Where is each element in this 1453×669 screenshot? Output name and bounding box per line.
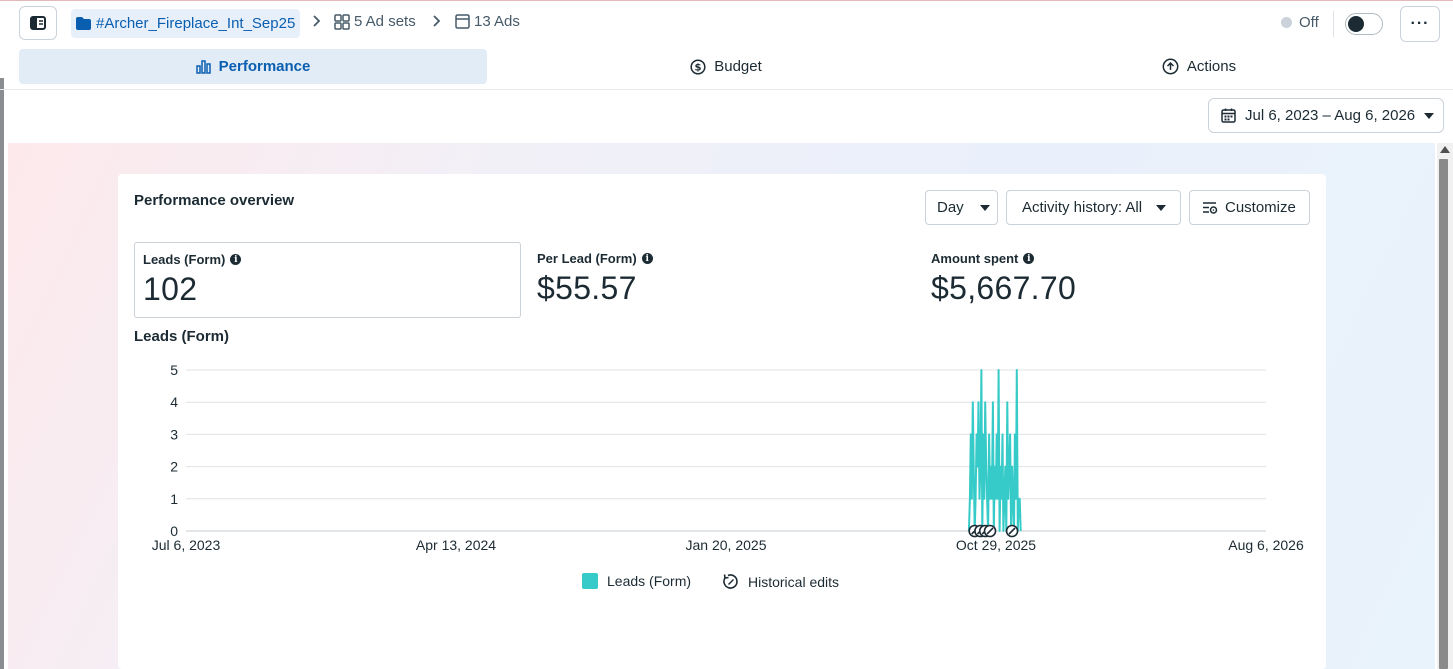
calendar-icon <box>1221 108 1236 123</box>
tab-actions-label: Actions <box>1186 58 1237 75</box>
historical-edit-marker[interactable] <box>1005 524 1019 538</box>
breadcrumb-ads[interactable]: 13 Ads <box>455 13 520 30</box>
y-tick-label: 5 <box>170 362 178 378</box>
toggle-knob <box>1348 16 1364 32</box>
chart-title: Leads (Form) <box>134 328 230 345</box>
arrow-up-circle-icon <box>1162 58 1179 75</box>
info-icon[interactable]: i <box>1023 253 1035 264</box>
metric-label: Amount spent <box>931 251 1019 266</box>
legend-label: Historical edits <box>748 573 840 590</box>
card-title: Performance overview <box>134 192 295 209</box>
activity-history-dropdown[interactable]: Activity history: All <box>1006 190 1181 225</box>
svg-text:$: $ <box>695 62 702 73</box>
status-label: Off <box>1299 14 1319 31</box>
history-edit-icon <box>723 574 738 589</box>
metric-value: 102 <box>143 271 198 307</box>
bar-chart-icon <box>195 59 211 74</box>
y-tick-label: 2 <box>170 459 178 475</box>
sliders-icon <box>1203 202 1218 214</box>
customize-label: Customize <box>1225 199 1296 216</box>
metric-card-amount-spent[interactable]: Amount spent i $5,667.70 <box>923 242 1310 318</box>
ad-window-icon <box>455 14 470 29</box>
ads-label: 13 Ads <box>474 13 520 30</box>
legend-item-historical-edits[interactable]: Historical edits <box>722 573 839 590</box>
chevron-right-icon <box>433 15 441 27</box>
performance-overview-card: Performance overview Day Activity histor… <box>118 174 1326 669</box>
chevron-right-icon <box>313 15 321 27</box>
breadcrumb-campaign[interactable]: #Archer_Fireplace_Int_Sep25 <box>71 9 301 38</box>
info-icon[interactable]: i <box>230 254 242 265</box>
x-tick-label: Apr 13, 2024 <box>416 537 496 553</box>
y-tick-label: 1 <box>170 491 178 507</box>
tab-budget[interactable]: $ Budget <box>492 49 960 84</box>
ellipsis-icon: ··· <box>1410 15 1430 32</box>
campaign-name: #Archer_Fireplace_Int_Sep25 <box>96 15 296 32</box>
y-tick-label: 4 <box>170 394 178 410</box>
metric-label: Per Lead (Form) <box>537 251 637 266</box>
x-tick-label: Jul 6, 2023 <box>152 537 221 553</box>
date-range-label: Jul 6, 2023 – Aug 6, 2026 <box>1245 107 1416 124</box>
divider <box>1333 11 1334 37</box>
status-dot <box>1281 17 1292 28</box>
window-edge <box>0 78 4 669</box>
tab-performance[interactable]: Performance <box>19 49 487 84</box>
panel-icon <box>30 16 46 30</box>
dollar-circle-icon: $ <box>690 58 706 75</box>
y-tick-label: 0 <box>170 523 178 539</box>
scrollbar[interactable] <box>1437 143 1453 669</box>
metric-card-per-lead[interactable]: Per Lead (Form) i $55.57 <box>529 242 916 318</box>
leads-line-chart: 0 1 2 3 4 5 Jul 6, 2023 Apr 13, 2024 Jan 20, 202… <box>152 362 1304 553</box>
folder-icon <box>76 17 91 30</box>
ad-sets-label: 5 Ad sets <box>354 13 416 30</box>
series-line-leads <box>967 369 1022 532</box>
x-tick-label: Oct 29, 2025 <box>956 537 1036 553</box>
x-tick-label: Aug 6, 2026 <box>1228 537 1304 553</box>
tabs-divider <box>0 89 1453 90</box>
historical-edit-marker[interactable] <box>983 524 997 538</box>
activity-history-label: Activity history: All <box>1022 199 1143 216</box>
metric-value: $5,667.70 <box>931 270 1077 306</box>
date-range-picker[interactable]: Jul 6, 2023 – Aug 6, 2026 <box>1208 98 1444 133</box>
metric-value: $55.57 <box>537 270 637 306</box>
caret-down-icon <box>979 204 990 211</box>
delivery-status: Off <box>1281 14 1319 31</box>
top-bar: #Archer_Fireplace_Int_Sep25 5 Ad sets 13… <box>0 0 1453 46</box>
granularity-dropdown[interactable]: Day <box>925 190 998 225</box>
campaign-toggle[interactable] <box>1345 13 1383 35</box>
tab-actions[interactable]: Actions <box>965 49 1433 84</box>
metric-card-leads[interactable]: Leads (Form) i 102 <box>134 242 521 318</box>
legend-item-leads[interactable]: Leads (Form) <box>582 573 691 589</box>
more-options-button[interactable]: ··· <box>1400 6 1440 42</box>
metric-label: Leads (Form) <box>143 252 226 267</box>
tab-performance-label: Performance <box>218 58 311 75</box>
scrollbar-thumb[interactable] <box>1439 159 1448 669</box>
legend-label: Leads (Form) <box>607 573 692 589</box>
caret-down-icon <box>1424 112 1435 119</box>
scroll-up-icon[interactable] <box>1440 146 1450 153</box>
info-icon[interactable]: i <box>641 253 653 264</box>
y-tick-label: 3 <box>170 426 178 442</box>
legend-swatch <box>582 573 598 589</box>
tab-budget-label: Budget <box>714 58 762 75</box>
x-tick-label: Jan 20, 2025 <box>686 537 767 553</box>
granularity-label: Day <box>937 199 964 216</box>
customize-button[interactable]: Customize <box>1189 190 1310 225</box>
grid-icon <box>334 13 350 30</box>
caret-down-icon <box>1156 204 1167 211</box>
breadcrumb-ad-sets[interactable]: 5 Ad sets <box>334 13 416 30</box>
sidebar-toggle-button[interactable] <box>19 6 57 40</box>
